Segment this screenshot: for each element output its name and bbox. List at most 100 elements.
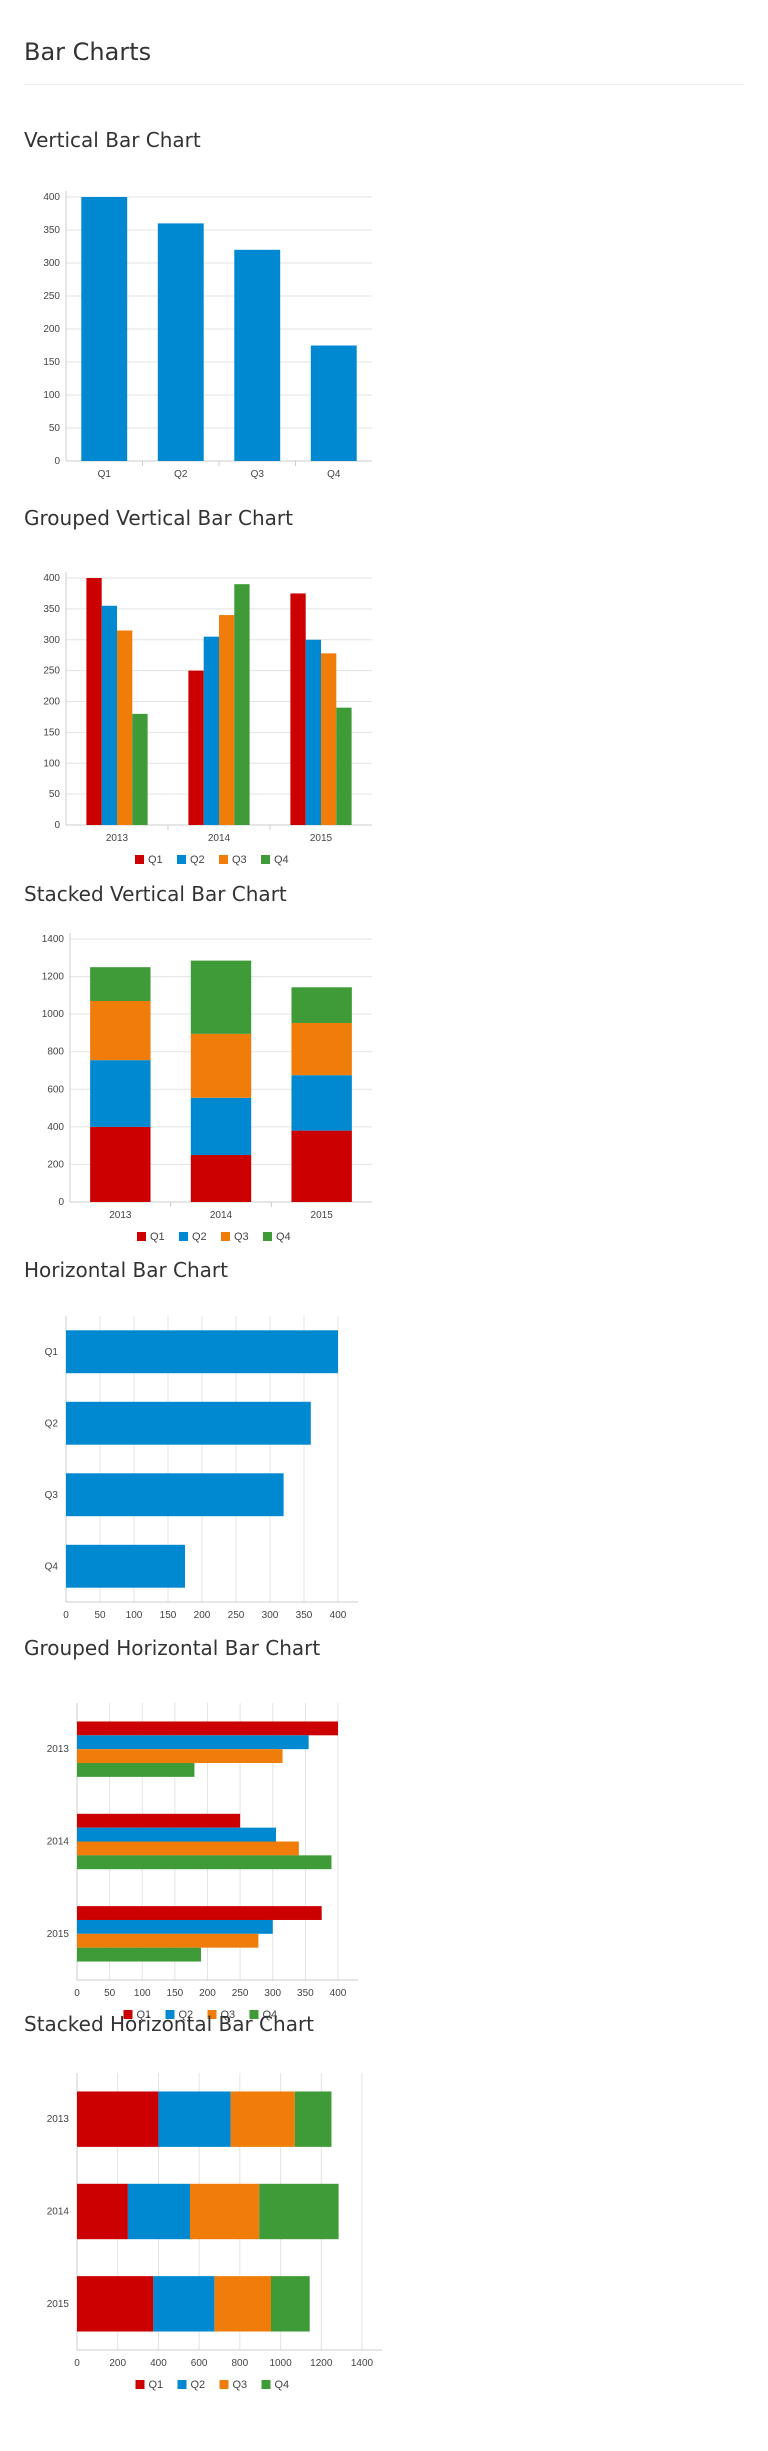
bar-segment	[230, 2091, 295, 2147]
x-tick-label: 300	[264, 1988, 281, 1999]
bar-segment	[294, 2091, 332, 2147]
legend-label: Q4	[263, 2009, 278, 2021]
y-tick-label: 2014	[47, 2207, 70, 2218]
bar	[203, 636, 219, 825]
x-tick-label: Q4	[327, 469, 341, 480]
legend-swatch	[135, 2380, 145, 2389]
legend-item: Q2	[179, 1231, 207, 1243]
bar	[66, 1330, 338, 1374]
bar-segment	[291, 1022, 352, 1076]
x-tick-label: 2014	[208, 833, 231, 844]
bar-segment	[189, 2183, 260, 2240]
bar	[117, 630, 133, 825]
x-tick-label: 0	[63, 1610, 69, 1621]
bar-segment	[190, 1155, 252, 1202]
bar-segment	[153, 2276, 215, 2332]
x-tick-label: 150	[160, 1610, 177, 1621]
y-tick-label: 50	[49, 423, 61, 434]
bar	[66, 1473, 284, 1517]
x-tick-label: 300	[262, 1610, 279, 1621]
bar	[77, 1933, 259, 1948]
legend-item: Q4	[263, 1231, 291, 1243]
legend-label: Q2	[192, 1231, 207, 1243]
bar-segment	[77, 2183, 128, 2240]
x-tick-label: 0	[74, 2358, 80, 2369]
legend-item: Q3	[221, 1231, 249, 1243]
y-tick-label: 400	[47, 1122, 64, 1133]
chart-heading: Stacked Horizontal Bar Chart	[24, 2012, 315, 2036]
bar-segment	[90, 1126, 151, 1202]
legend-swatch	[179, 1232, 188, 1241]
x-tick-label: 1000	[269, 2358, 292, 2369]
x-tick-label: 2013	[109, 1210, 132, 1221]
legend-item: Q1	[135, 2379, 163, 2391]
legend-item: Q3	[207, 2009, 236, 2021]
bar-segment	[90, 1000, 151, 1061]
legend-item: Q2	[177, 854, 205, 866]
bar	[219, 615, 235, 825]
y-tick-label: 300	[43, 635, 60, 646]
bar	[77, 1919, 273, 1934]
x-tick-label: 2013	[106, 833, 129, 844]
legend-label: Q2	[190, 854, 205, 866]
chart-heading: Grouped Horizontal Bar Chart	[24, 1636, 321, 1660]
legend-label: Q3	[221, 2009, 236, 2021]
grouped-vertical-bar-chart: 0 50 100 150 200 250 300 350 400 2013 2014 2015 Q1 Q2…	[43, 572, 372, 866]
y-tick-label: 2013	[47, 1744, 70, 1755]
bar-segment	[90, 1060, 151, 1127]
legend-swatch	[123, 2010, 133, 2019]
bar	[86, 578, 102, 825]
legend-label: Q1	[150, 1231, 165, 1243]
legend-label: Q3	[232, 854, 247, 866]
y-tick-label: 200	[47, 1159, 64, 1170]
legend-label: Q1	[148, 854, 163, 866]
y-tick-label: 150	[43, 727, 60, 738]
x-tick-label: 400	[150, 2358, 167, 2369]
y-tick-label: 100	[43, 390, 60, 401]
x-tick-label: 2015	[311, 1210, 334, 1221]
legend-swatch	[207, 2010, 217, 2019]
legend-swatch	[219, 2380, 229, 2389]
bar-segment	[77, 2276, 154, 2332]
legend-swatch	[137, 1232, 146, 1241]
x-tick-label: 600	[191, 2358, 208, 2369]
bar	[77, 1855, 332, 1870]
y-tick-label: 2013	[47, 2114, 70, 2125]
legend-label: Q4	[274, 854, 289, 866]
legend-item: Q4	[261, 2379, 289, 2391]
bar	[188, 670, 204, 825]
legend-swatch	[261, 855, 270, 864]
x-tick-label: Q3	[251, 469, 265, 480]
legend-item: Q2	[177, 2379, 206, 2391]
y-tick-label: 1400	[42, 934, 65, 945]
y-tick-label: 2015	[47, 1929, 70, 1940]
legend-label: Q2	[191, 2379, 206, 2391]
y-tick-label: 350	[43, 604, 60, 615]
bar	[157, 223, 204, 461]
bar-segment	[291, 987, 352, 1023]
bar	[77, 1763, 195, 1777]
y-tick-label: 800	[47, 1047, 64, 1058]
legend-item: Q4	[249, 2009, 278, 2021]
x-tick-label: 350	[296, 1610, 313, 1621]
bar	[81, 197, 128, 461]
y-tick-label: 100	[43, 758, 60, 769]
legend-swatch	[249, 2010, 259, 2019]
y-tick-label: 50	[49, 789, 61, 800]
x-tick-label: 350	[297, 1988, 314, 1999]
x-tick-label: 400	[330, 1610, 347, 1621]
y-tick-label: 2015	[47, 2299, 70, 2310]
x-tick-label: 400	[330, 1988, 347, 1999]
y-tick-label: 250	[43, 666, 60, 677]
x-tick-label: 200	[109, 2358, 126, 2369]
bar	[66, 1401, 311, 1445]
x-tick-label: 1400	[351, 2358, 374, 2369]
legend-item: Q3	[219, 2379, 247, 2391]
legend-label: Q4	[276, 1231, 291, 1243]
bar-segment	[214, 2276, 272, 2332]
y-tick-label: 150	[43, 357, 60, 368]
bar	[77, 1841, 299, 1856]
x-tick-label: 250	[232, 1988, 249, 1999]
chart-heading: Vertical Bar Chart	[24, 128, 201, 152]
bar	[336, 707, 352, 825]
